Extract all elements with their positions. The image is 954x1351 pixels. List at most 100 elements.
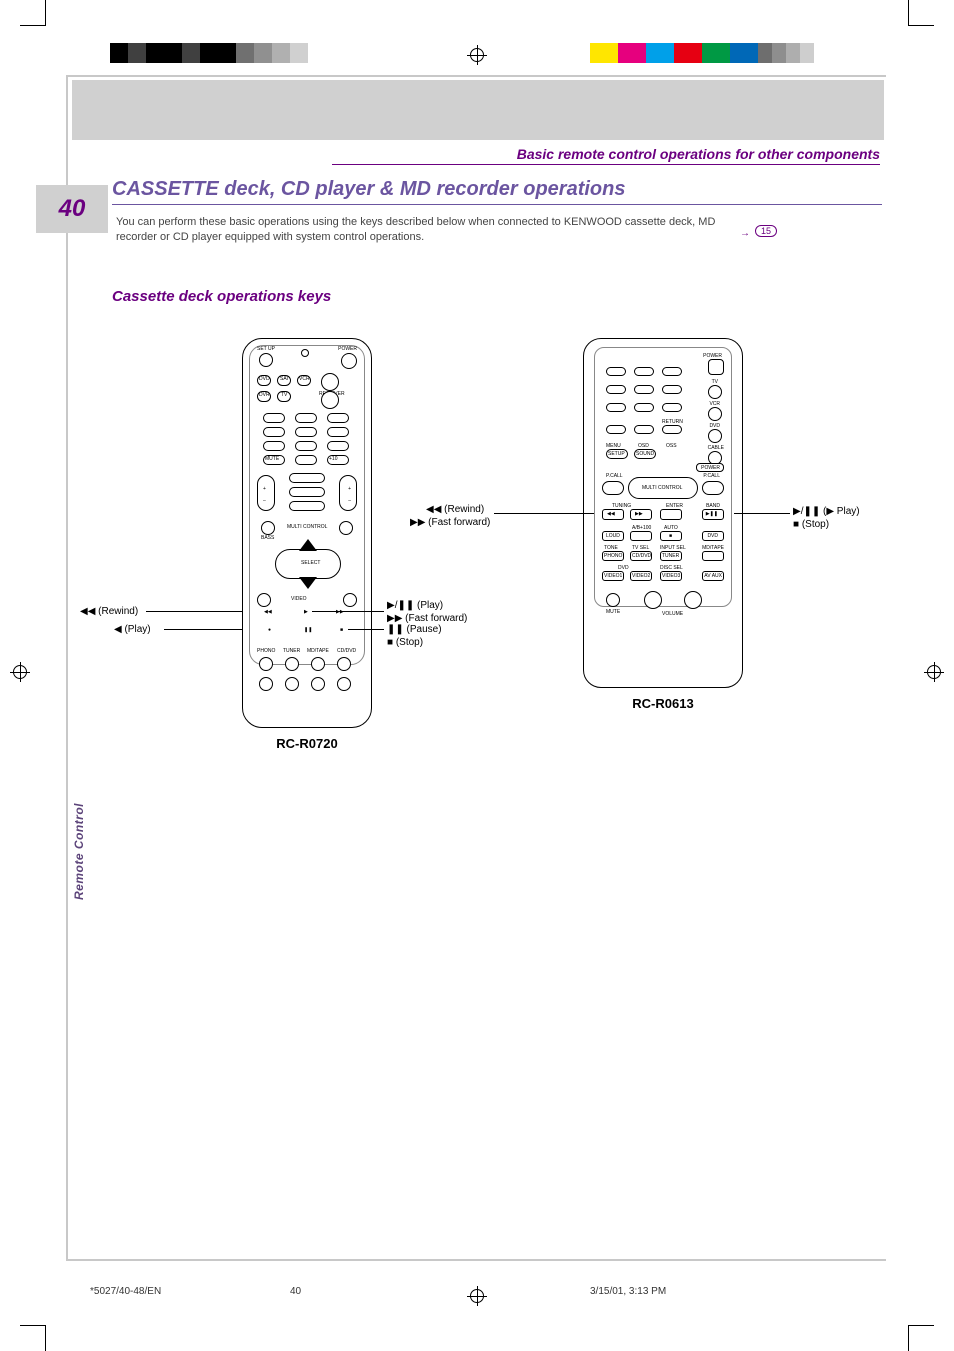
- label-sat: SAT: [280, 377, 289, 382]
- key-return: [662, 425, 682, 434]
- btn-power: [708, 359, 724, 375]
- rocker-volume-left: [257, 475, 275, 511]
- btn-pcall-r: [702, 481, 724, 495]
- crop-mark: [20, 1325, 46, 1351]
- callout-play: ◀ (Play): [114, 623, 151, 636]
- page-number: 40: [36, 185, 108, 233]
- btn-mute: [606, 593, 620, 607]
- key-7: [606, 403, 626, 412]
- btn-src: [285, 677, 299, 691]
- button-setup: [259, 353, 273, 367]
- key-6: [662, 385, 682, 394]
- label-video3: VIDEO3: [662, 573, 680, 579]
- crossref-box: 15: [755, 225, 777, 237]
- btn-dvd: [708, 429, 722, 443]
- label-dvr: DVR: [259, 393, 270, 398]
- btn-blank2: [339, 521, 353, 535]
- btn-chsel: [702, 551, 724, 561]
- callout-line: [312, 611, 384, 612]
- remote-caption: RC-R0613: [538, 696, 788, 711]
- label-phono: PHONO: [257, 649, 275, 654]
- callout-stop: ■ (Stop): [387, 636, 423, 649]
- registration-mark: [467, 1286, 487, 1306]
- btn-pcall: [289, 501, 325, 511]
- label-dvd2: DVD: [707, 533, 718, 539]
- callout-pause: ❚❚ (Pause): [387, 623, 442, 636]
- label-tuner: TUNER: [283, 649, 300, 654]
- footer-left: *5027/40-48/EN: [90, 1286, 161, 1297]
- btn-src: [259, 657, 273, 671]
- registration-mark: [10, 662, 30, 682]
- side-section-label: Remote Control: [72, 803, 86, 900]
- header-band: [72, 80, 884, 140]
- button-power: [341, 353, 357, 369]
- btn-src: [337, 677, 351, 691]
- key-1: [263, 413, 285, 423]
- btn-src: [337, 657, 351, 671]
- label-plus10: +10: [329, 457, 337, 462]
- key-9: [327, 441, 349, 451]
- callout-line: [348, 629, 384, 630]
- btn-volup: [684, 591, 702, 609]
- dpad: SELECT: [281, 539, 335, 589]
- label-video: VIDEO: [291, 597, 307, 602]
- callout-ff: ▶▶ (Fast forward): [410, 516, 490, 529]
- label-loud: LOUD: [606, 533, 620, 539]
- label-setup: SETUP: [608, 451, 625, 457]
- ir-window: [301, 349, 309, 357]
- key-8: [295, 441, 317, 451]
- button-receiver: [321, 373, 339, 391]
- crop-mark: [908, 0, 934, 26]
- footer-right: 3/15/01, 3:13 PM: [590, 1286, 666, 1297]
- label-setup: SET UP: [257, 347, 275, 352]
- rocker-volume-right: [339, 475, 357, 511]
- label-cddvd: CD/DVD: [337, 649, 356, 654]
- label-mute: MUTE: [606, 609, 620, 615]
- label-mute: MUTE: [265, 457, 279, 462]
- label-video1: VIDEO1: [604, 573, 622, 579]
- label-cddvd: CD/DVD: [632, 553, 651, 559]
- key-9: [662, 403, 682, 412]
- btn-exit: [343, 593, 357, 607]
- label-vcr: VCR: [299, 377, 310, 382]
- btn-voldown: [644, 591, 662, 609]
- page-title: CASSETTE deck, CD player & MD recorder o…: [112, 178, 882, 205]
- label-pcall: P.CALL: [703, 473, 720, 479]
- callout-playpause: ▶/❚❚ (▶ Play): [793, 505, 860, 518]
- page-rule: [66, 75, 886, 77]
- intro-text: You can perform these basic operations u…: [116, 215, 746, 245]
- btn-osd: [257, 593, 271, 607]
- key-5: [634, 385, 654, 394]
- btn-bass: [261, 521, 275, 535]
- remote-caption: RC-R0720: [212, 736, 402, 751]
- key-5: [295, 427, 317, 437]
- callout-playpause: ▶/❚❚ (Play): [387, 599, 443, 612]
- key-3: [327, 413, 349, 423]
- callout-rewind: ◀◀ (Rewind): [80, 605, 138, 618]
- key-3: [662, 367, 682, 376]
- btn-src: [259, 677, 273, 691]
- btn-src: [311, 677, 325, 691]
- breadcrumb: Basic remote control operations for othe…: [332, 146, 880, 165]
- callout-stop: ■ (Stop): [793, 518, 829, 531]
- key-7: [263, 441, 285, 451]
- label-multicontrol: MULTI CONTROL: [287, 525, 327, 530]
- label-avaux: AV AUX: [704, 573, 722, 579]
- key-plus10: [634, 425, 654, 434]
- btn-dts: [630, 531, 652, 541]
- label-sound: SOUND: [636, 451, 654, 457]
- btn-ff: [257, 635, 287, 649]
- crop-mark: [908, 1325, 934, 1351]
- callout-line: [734, 513, 790, 514]
- label-dvd: DVD: [259, 377, 270, 382]
- arrow-icon: →: [740, 228, 750, 239]
- button-blank: [321, 391, 339, 409]
- btn-rewind: [257, 607, 287, 621]
- callout-line: [164, 629, 242, 630]
- registration-mark: [924, 662, 944, 682]
- callout-line: [146, 611, 242, 612]
- section-subheading: Cassette deck operations keys: [112, 288, 331, 305]
- label-volume: VOLUME: [662, 611, 683, 617]
- footer-mid: 40: [290, 1286, 301, 1297]
- label-multicontrol: MULTI CONTROL: [642, 485, 682, 491]
